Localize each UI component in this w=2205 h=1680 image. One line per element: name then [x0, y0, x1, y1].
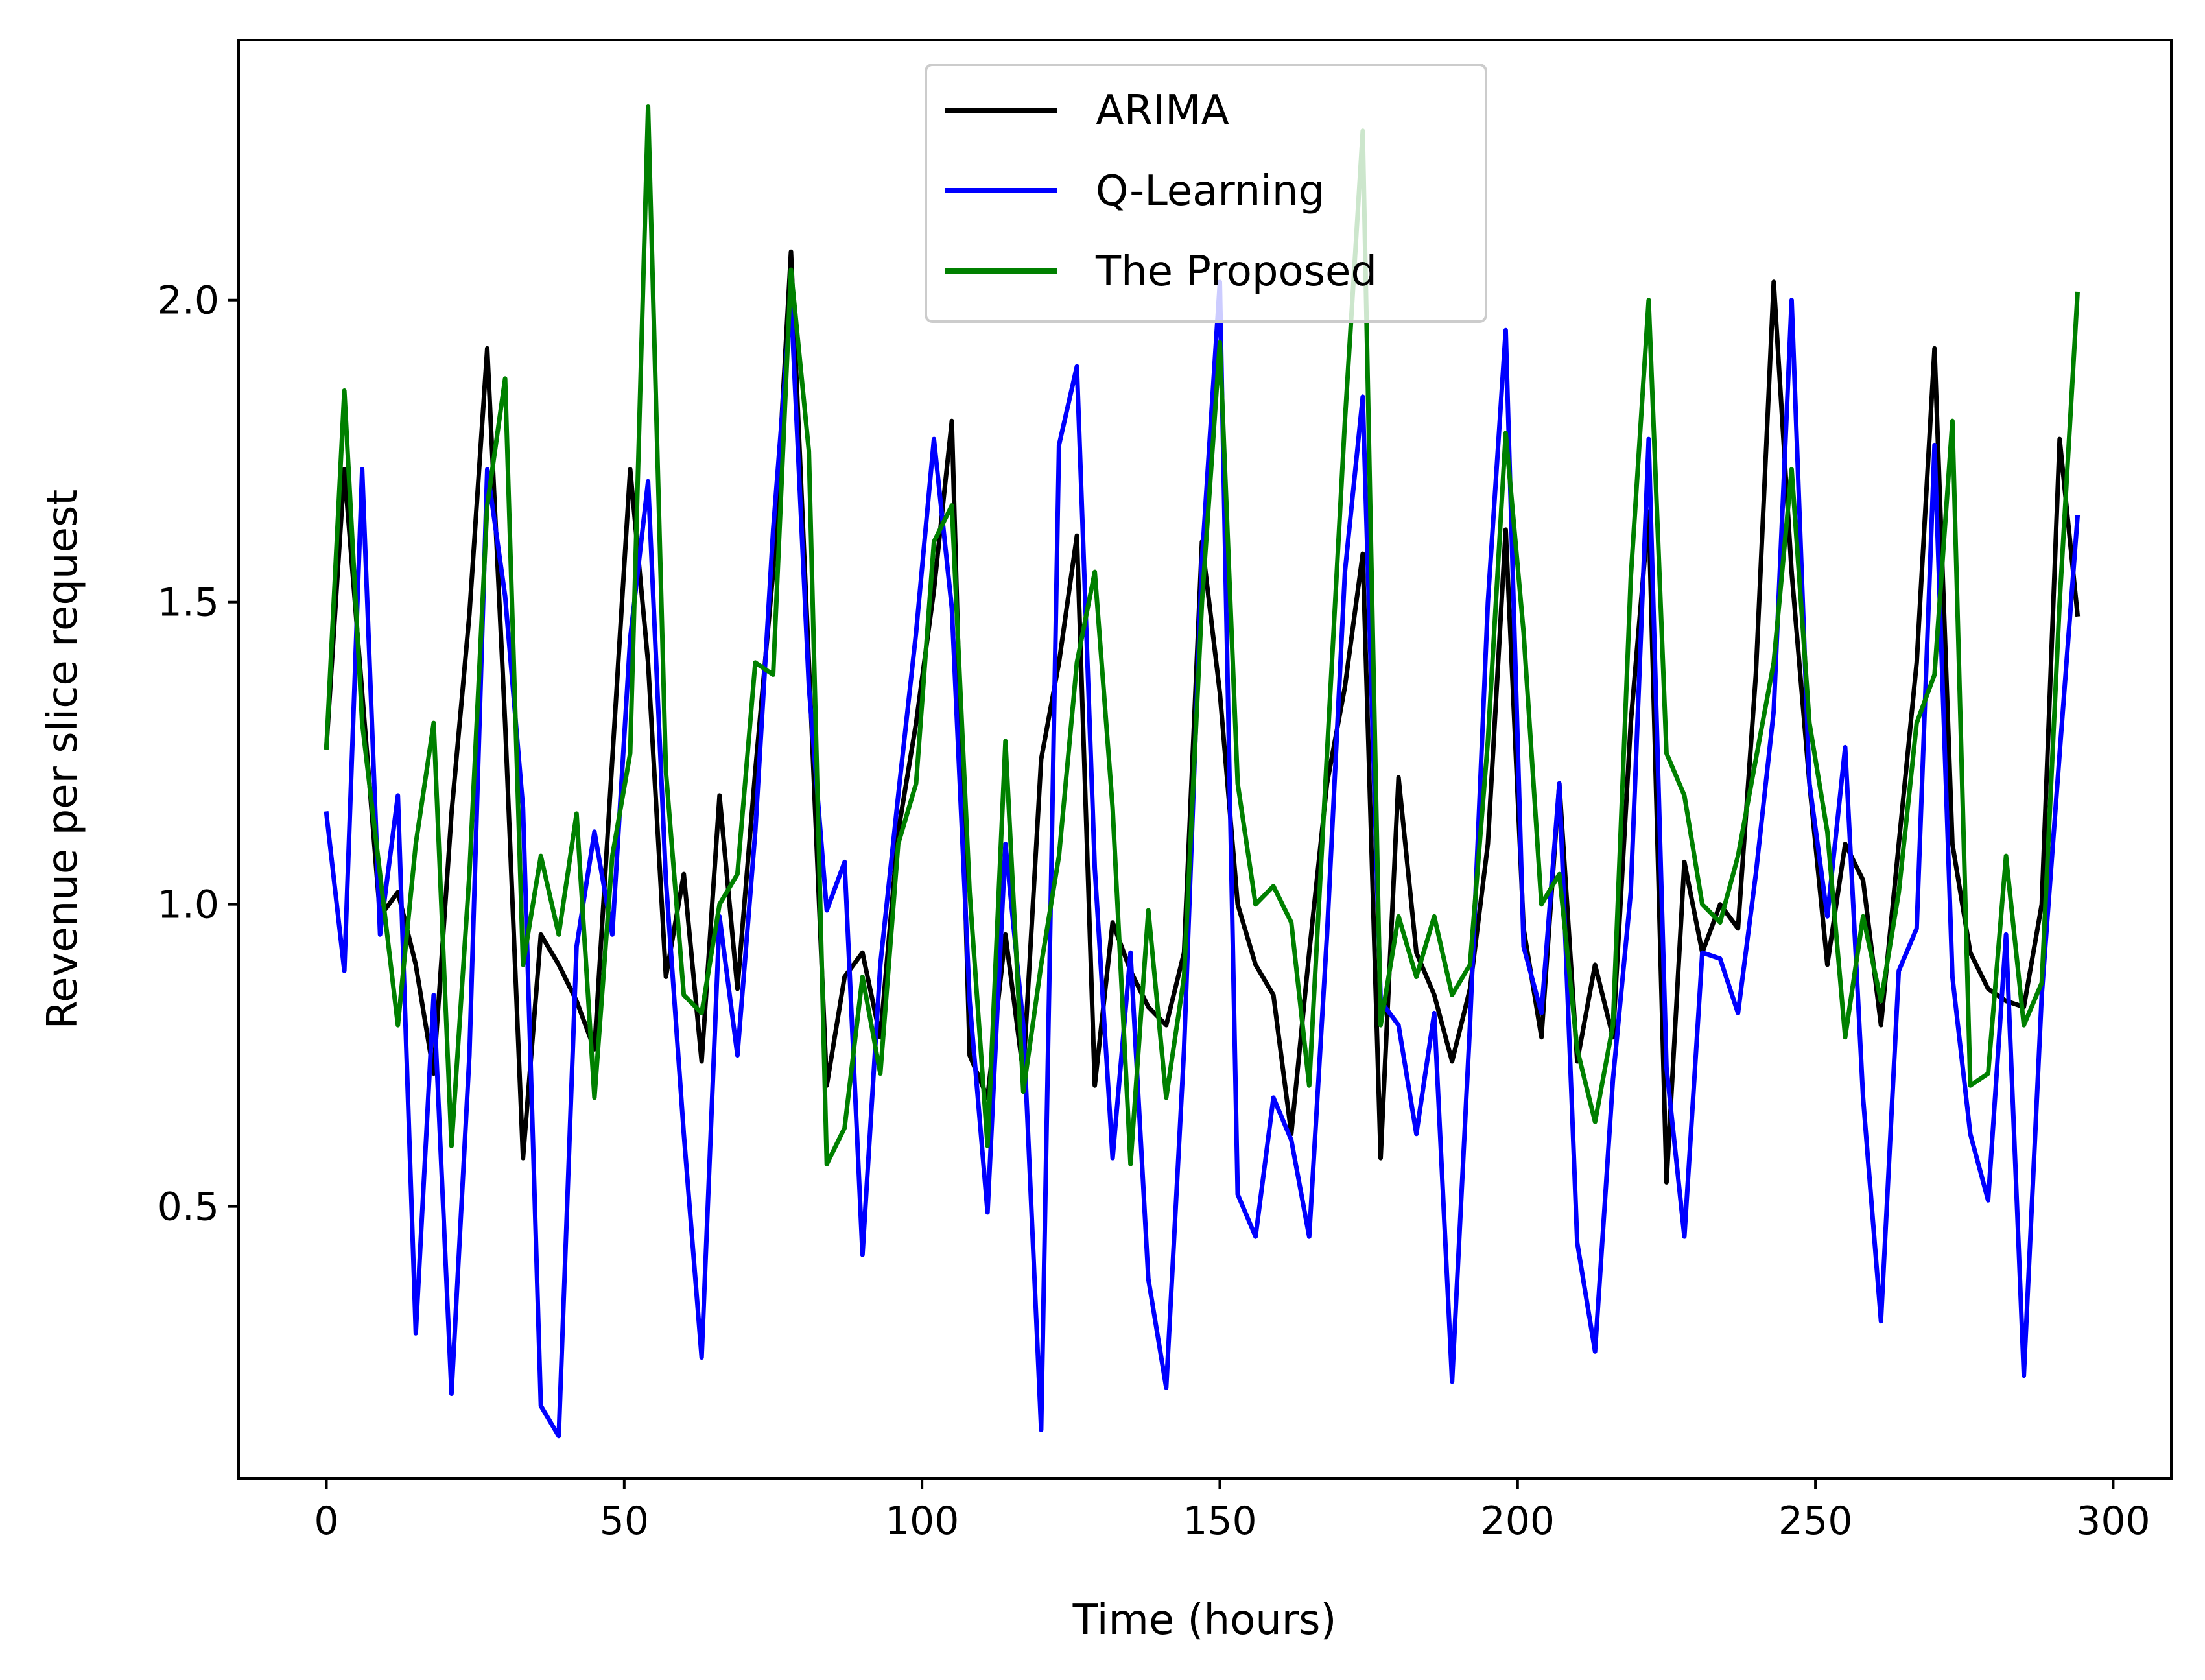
- x-tick-label: 300: [2076, 1498, 2151, 1544]
- legend-label-q-learning: Q-Learning: [1096, 167, 1325, 215]
- series-line-q-learning: [324, 279, 2081, 1439]
- x-tick-label: 250: [1778, 1498, 1853, 1544]
- legend-box: [925, 64, 1487, 323]
- y-tick-label: 1.0: [158, 882, 219, 928]
- plot-frame: [237, 39, 2173, 1480]
- y-tick-label: 1.5: [158, 580, 219, 626]
- y-tick-label: 0.5: [158, 1185, 219, 1230]
- y-axis: 0.5 1.0 1.5 2.0: [158, 278, 239, 1230]
- y-axis-title: Revenue per slice request: [39, 490, 87, 1030]
- legend: ARIMA Q-Learning The Proposed: [925, 64, 1487, 323]
- legend-label-arima: ARIMA: [1096, 87, 1229, 135]
- x-tick-label: 200: [1481, 1498, 1555, 1544]
- x-tick-label: 100: [885, 1498, 960, 1544]
- y-tick-label: 2.0: [158, 278, 219, 324]
- series-line-the-proposed: [324, 104, 2080, 1166]
- x-tick-label: 50: [600, 1498, 649, 1544]
- x-axis: 0 50 100 150 200 250 300: [314, 1478, 2151, 1544]
- x-tick-label: 0: [314, 1498, 338, 1544]
- series-layer: [324, 104, 2081, 1439]
- legend-label-the-proposed: The Proposed: [1095, 248, 1377, 296]
- x-tick-label: 150: [1183, 1498, 1257, 1544]
- x-axis-title: Time (hours): [1072, 1596, 1337, 1644]
